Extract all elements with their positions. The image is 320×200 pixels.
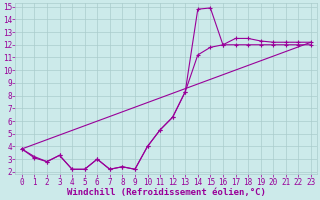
X-axis label: Windchill (Refroidissement éolien,°C): Windchill (Refroidissement éolien,°C) — [67, 188, 266, 197]
